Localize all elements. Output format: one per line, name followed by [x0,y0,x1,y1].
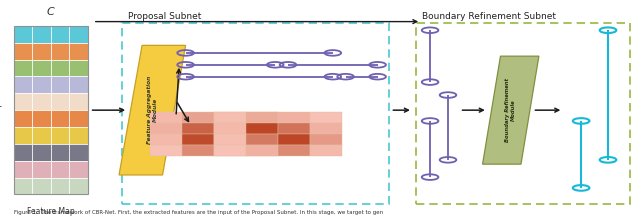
Bar [150,134,182,145]
Bar [246,145,278,156]
Bar [14,76,33,93]
Bar [416,23,630,204]
Bar [51,93,69,110]
Bar [51,161,69,178]
Bar [33,43,51,60]
Bar [14,144,33,161]
Bar [246,112,278,123]
Text: Proposal Subnet: Proposal Subnet [128,11,202,21]
Bar [33,60,51,76]
Bar [246,112,278,123]
Bar [51,76,69,93]
Bar [14,26,88,194]
Bar [278,112,310,123]
Bar [182,145,214,156]
Bar [14,110,33,127]
Bar [182,134,214,145]
Bar [33,178,51,194]
Bar [150,145,182,156]
Bar [310,134,342,145]
Text: Boundary Refinement Subnet: Boundary Refinement Subnet [422,11,556,21]
Bar [33,26,51,43]
Bar [51,144,69,161]
Bar [246,123,278,134]
Bar [33,76,51,93]
Bar [214,145,246,156]
Bar [278,123,310,134]
Polygon shape [483,56,539,164]
Bar [51,127,69,144]
Bar [182,123,214,134]
Bar [69,76,88,93]
Bar [14,93,33,110]
Bar [69,110,88,127]
Bar [150,123,182,134]
Bar [33,144,51,161]
Bar [310,112,342,123]
Bar [278,134,310,145]
Bar [310,145,342,156]
Bar [246,123,278,134]
Bar [69,144,88,161]
Text: Figure 1.  The framework of CBR-Net. First, the extracted features are the input: Figure 1. The framework of CBR-Net. Firs… [14,210,383,215]
Bar [33,93,51,110]
Bar [33,110,51,127]
Bar [69,26,88,43]
Bar [14,26,33,43]
Bar [214,123,246,134]
Bar [214,145,246,156]
Polygon shape [119,45,186,175]
Bar [69,161,88,178]
Bar [278,145,310,156]
Bar [69,43,88,60]
Text: $C$: $C$ [46,5,56,17]
Bar [51,60,69,76]
Bar [33,127,51,144]
Bar [69,93,88,110]
Bar [14,60,33,76]
Bar [69,127,88,144]
Bar [14,43,33,60]
Bar [214,123,246,134]
Bar [246,134,278,145]
Text: Feature Aggregation
Module: Feature Aggregation Module [147,76,157,144]
Bar [150,112,182,123]
Bar [51,26,69,43]
Bar [51,178,69,194]
Bar [14,161,33,178]
Bar [214,134,246,145]
Bar [310,123,342,134]
Bar [246,145,278,156]
Text: Feature Map: Feature Map [27,207,75,216]
Bar [214,134,246,145]
Bar [33,161,51,178]
Text: $T$: $T$ [0,104,3,116]
Bar [14,178,33,194]
Bar [14,127,33,144]
Bar [69,60,88,76]
Bar [122,23,389,204]
Bar [182,112,214,123]
Bar [51,43,69,60]
Bar [69,178,88,194]
Bar [214,112,246,123]
Bar [214,112,246,123]
Text: Boundary Refinement
Module: Boundary Refinement Module [506,78,516,142]
Bar [246,134,278,145]
Bar [51,110,69,127]
